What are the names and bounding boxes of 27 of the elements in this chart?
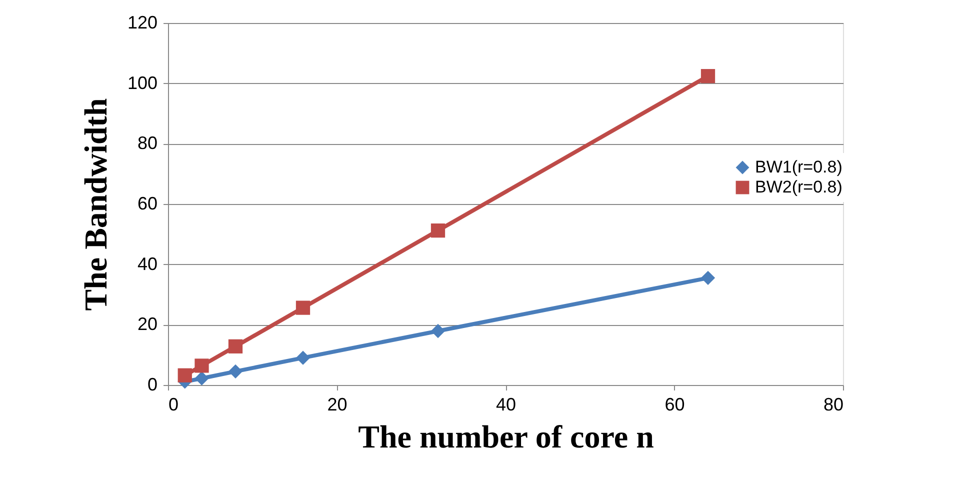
y-tick-label: 40 (137, 254, 158, 274)
x-tick-label: 0 (168, 394, 179, 414)
x-axis-title: The number of core n (358, 418, 654, 454)
x-tick-label: 80 (823, 394, 844, 414)
legend-label: BW2(r=0.8) (755, 178, 842, 196)
point (430, 324, 446, 338)
y-tick-label: 80 (137, 133, 158, 154)
y-axis-title: The Bandwidth (77, 98, 114, 311)
point (700, 69, 716, 84)
y-tick-label: 120 (127, 12, 158, 32)
legend-label: BW1(r=0.8) (755, 158, 842, 176)
x-tick-label: 20 (327, 394, 348, 414)
point (296, 300, 310, 315)
point (296, 350, 310, 365)
point (178, 368, 192, 382)
y-tick-label: 0 (147, 374, 158, 394)
point (194, 371, 209, 386)
point (228, 364, 243, 378)
point (430, 223, 446, 238)
point (228, 339, 243, 354)
x-tick-label: 40 (496, 394, 516, 414)
point (700, 270, 716, 285)
y-tick-label: 100 (127, 72, 158, 93)
y-tick-label: 20 (137, 314, 158, 334)
point (194, 358, 209, 373)
x-tick-label: 60 (664, 394, 685, 414)
y-tick-label: 60 (137, 194, 158, 214)
